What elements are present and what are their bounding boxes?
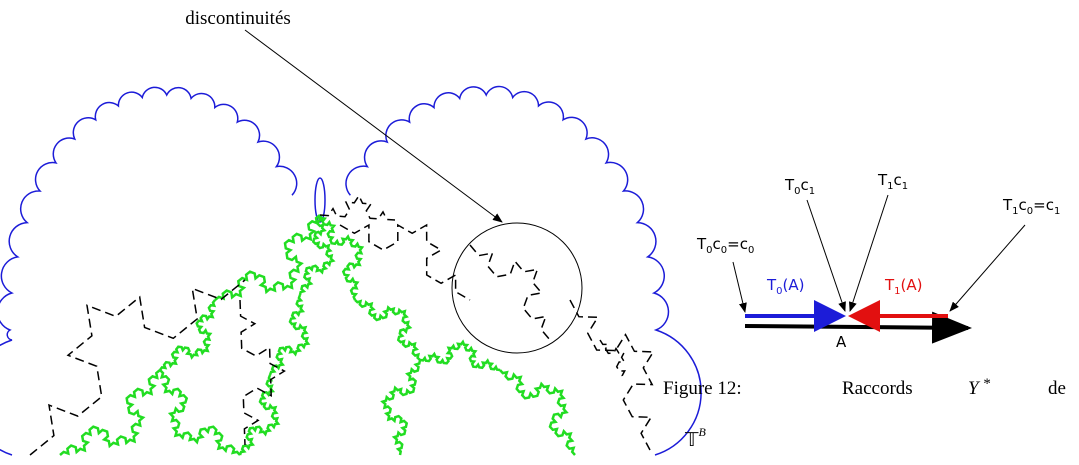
- subscript: 1: [809, 186, 815, 197]
- black-curve: [600, 340, 625, 380]
- caption-de: de: [1048, 378, 1066, 399]
- green-curve: [500, 370, 575, 455]
- label: T0c0=c0: [696, 235, 754, 256]
- symbol: Υ: [968, 378, 981, 399]
- label: T0(A): [766, 276, 805, 297]
- caption-label: Figure 12:: [663, 378, 742, 399]
- subscript: 1: [902, 181, 908, 192]
- green-curve: [60, 370, 160, 455]
- blue-curve: [346, 87, 701, 455]
- label-part: c: [894, 171, 902, 189]
- label-part: =c: [1033, 196, 1054, 214]
- green-curve: [383, 360, 420, 455]
- label: T1(A): [884, 276, 923, 297]
- green-curve: [240, 375, 278, 455]
- fractal: [0, 87, 701, 455]
- label-part: (A): [901, 276, 923, 294]
- blue-curve: [0, 87, 297, 455]
- green-curve: [160, 370, 240, 455]
- green-curve: [320, 215, 362, 300]
- caption-text: Raccords: [842, 378, 913, 399]
- label-part: c: [801, 176, 809, 194]
- pointer: [733, 262, 745, 312]
- black-curve: [470, 245, 550, 340]
- arrow-a: [745, 326, 968, 328]
- subscript: 1: [1054, 206, 1060, 217]
- star: *: [983, 376, 991, 392]
- sup: B: [698, 425, 706, 439]
- annotation-arrow: [245, 30, 502, 222]
- label-part: c: [1019, 196, 1027, 214]
- caption-symbol: Υ*: [968, 376, 991, 399]
- green-curve: [355, 300, 420, 360]
- label: T1c0=c1: [1002, 196, 1060, 217]
- green-curve: [215, 215, 320, 300]
- highlight-circle: [452, 223, 582, 353]
- green-curve: [160, 300, 215, 370]
- green-curve: [300, 215, 333, 295]
- figure: discontinuités T0c1 T1c1 T1c0=c1 T0c0=c0…: [0, 0, 1079, 465]
- caption-space: 𝕋B: [684, 425, 706, 451]
- black-curve: [320, 196, 395, 220]
- label-part: =c: [727, 235, 748, 253]
- label-part: (A): [783, 276, 805, 294]
- label-part: c: [713, 235, 721, 253]
- black-curve: [570, 300, 653, 450]
- pointer: [950, 225, 1025, 311]
- annotation: discontinuités: [185, 8, 291, 29]
- subscript: 0: [748, 245, 754, 256]
- space: 𝕋: [684, 430, 699, 451]
- pointer: [807, 200, 845, 311]
- label: T0c1: [784, 176, 815, 197]
- pointer: [850, 195, 888, 311]
- label: A: [836, 333, 847, 351]
- green-curve: [270, 295, 308, 375]
- label: T1c1: [877, 171, 908, 192]
